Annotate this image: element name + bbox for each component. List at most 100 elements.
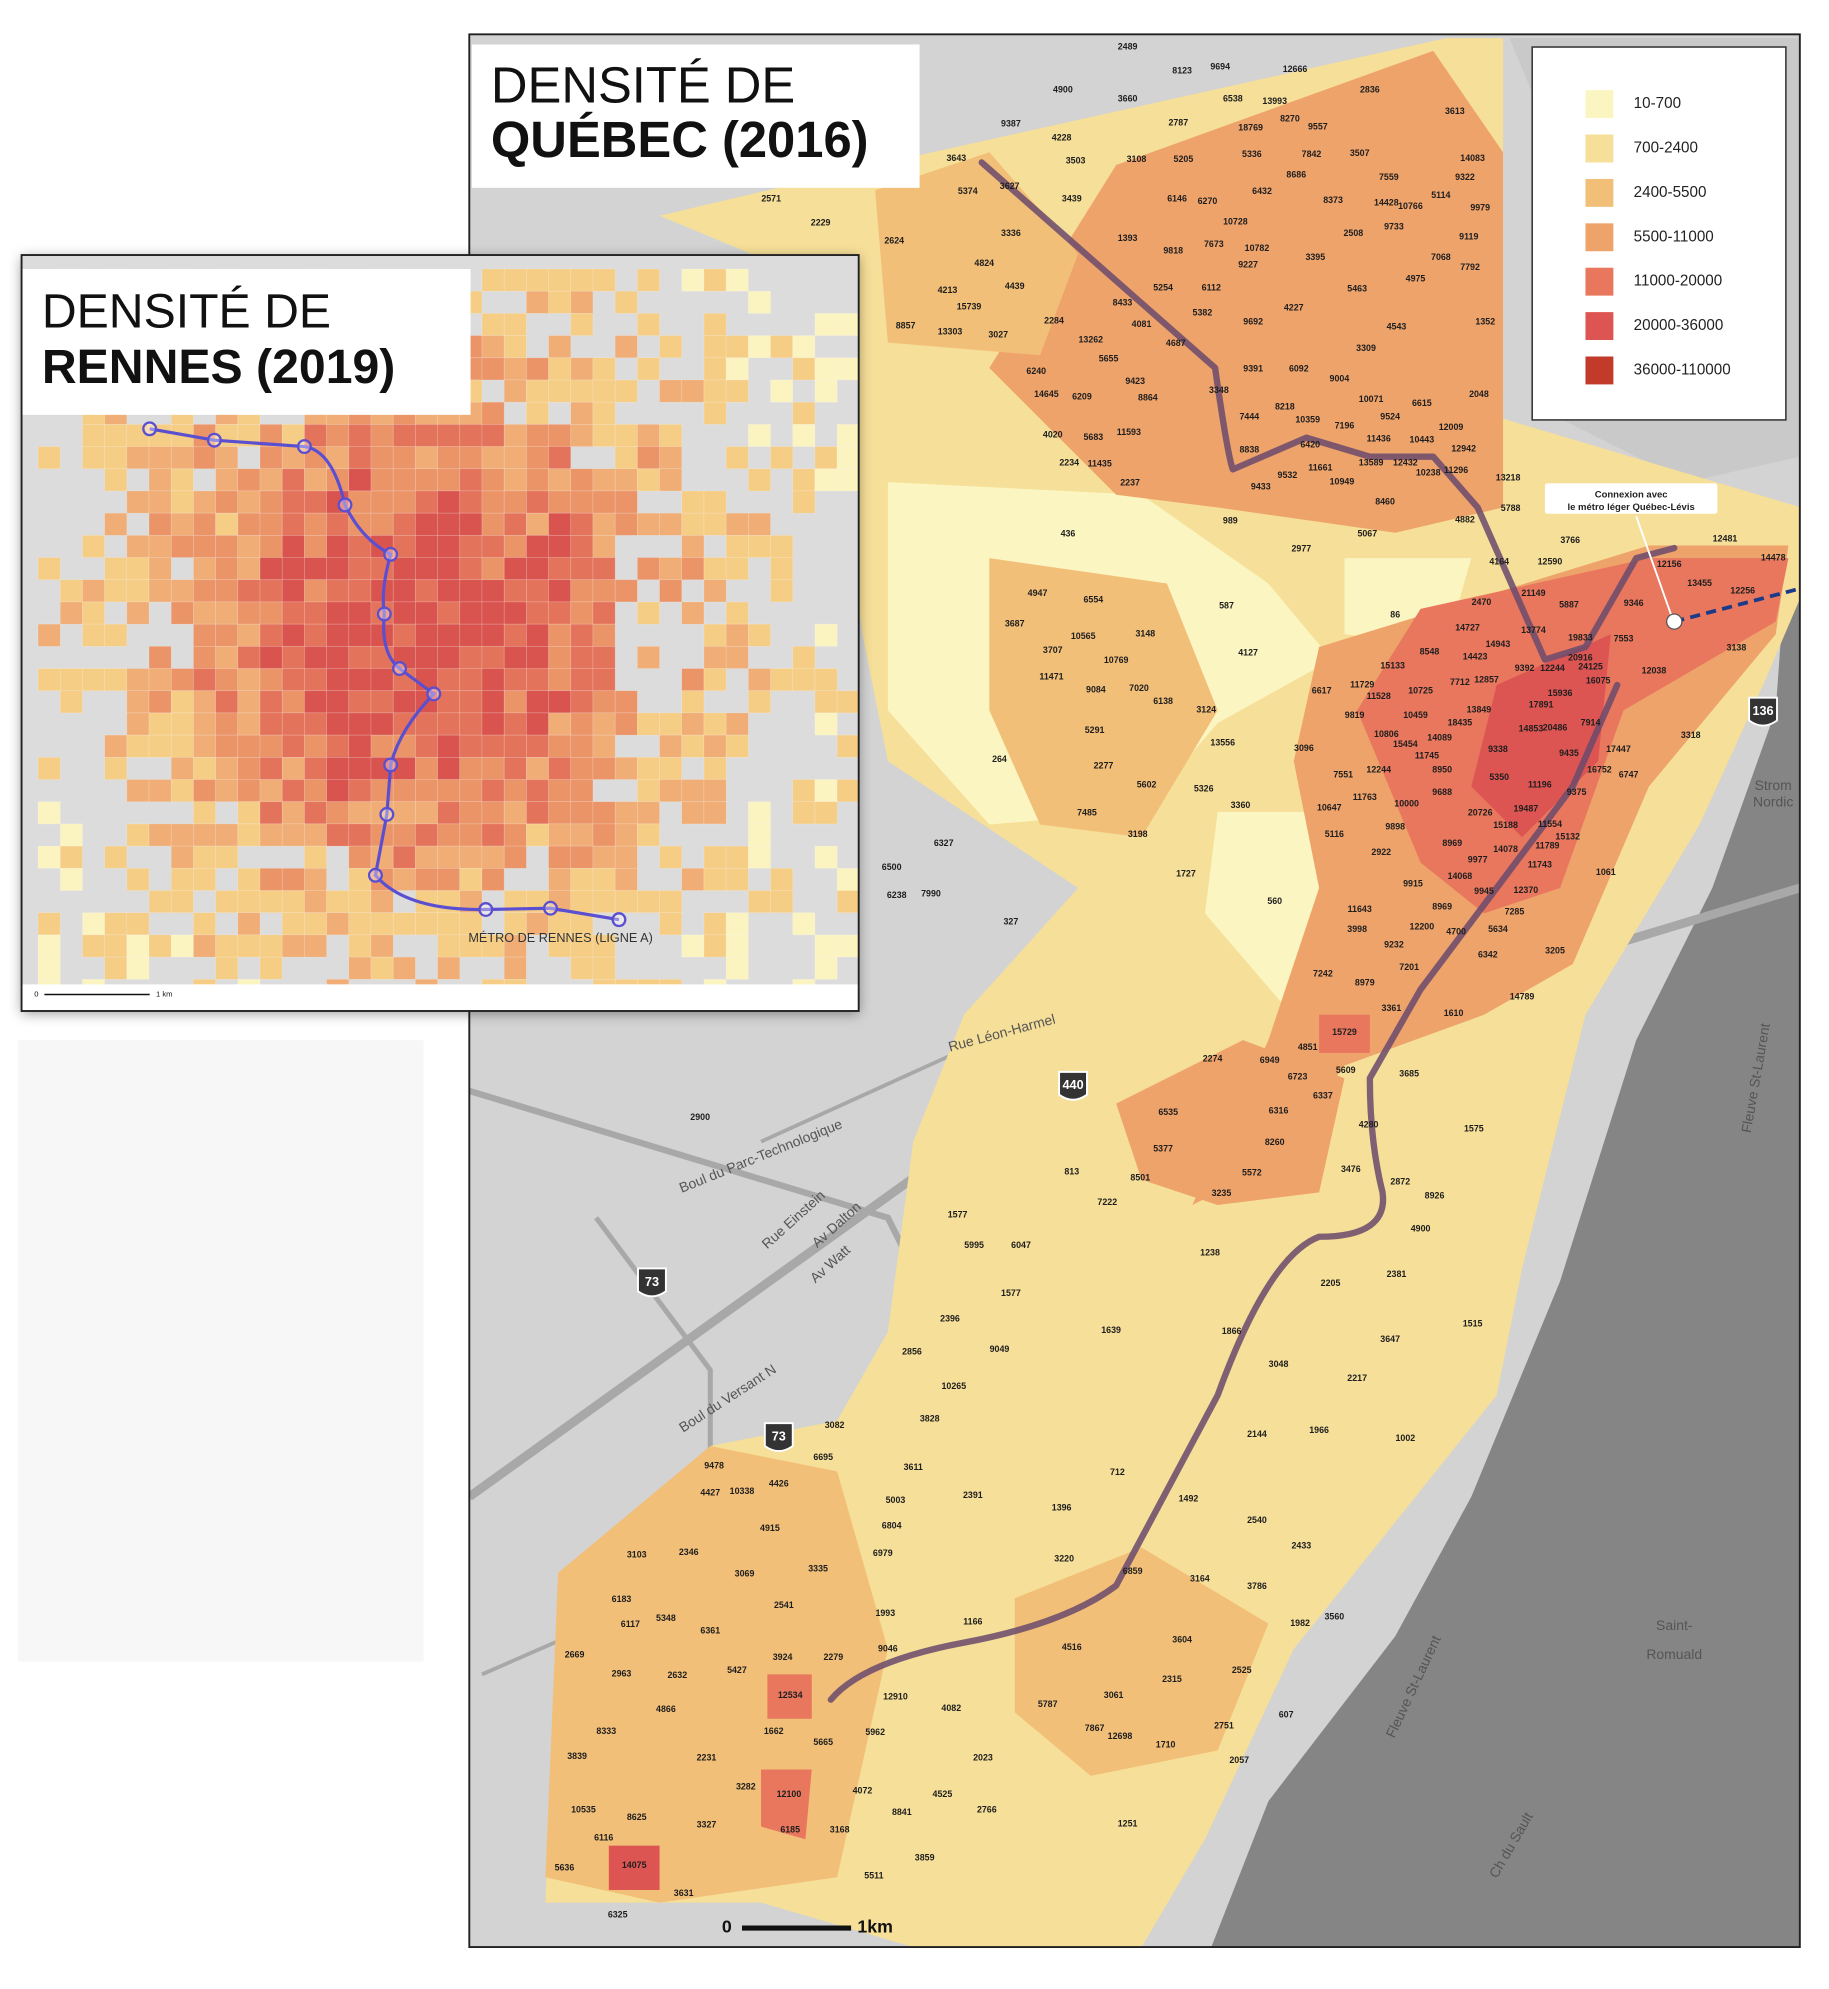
- density-label: 6617: [1312, 686, 1332, 696]
- density-cell: [259, 668, 283, 692]
- density-cell: [703, 379, 727, 403]
- density-cell: [592, 890, 616, 914]
- density-label: 2277: [1094, 761, 1114, 771]
- density-cell: [548, 867, 572, 891]
- metro-station: [206, 432, 222, 448]
- density-cell: [215, 823, 239, 847]
- density-cell: [703, 912, 727, 936]
- density-label: 13774: [1521, 625, 1546, 635]
- density-label: 3828: [920, 1414, 940, 1424]
- density-label: 3604: [1172, 1634, 1192, 1644]
- density-cell: [614, 379, 638, 403]
- density-label: 2470: [1472, 597, 1492, 607]
- density-label: 2669: [565, 1650, 585, 1660]
- density-cell: [215, 601, 239, 625]
- density-cell: [370, 623, 394, 647]
- density-label: 7842: [1302, 149, 1322, 159]
- density-label: 8926: [1425, 1191, 1445, 1201]
- density-cell: [370, 424, 394, 447]
- density-label: 6112: [1202, 282, 1221, 292]
- density-cell: [681, 668, 705, 692]
- density-label: 10647: [1317, 802, 1342, 812]
- zone: [989, 50, 1504, 533]
- density-label: 7068: [1431, 252, 1451, 262]
- density-cell: [437, 712, 461, 736]
- density-label: 2489: [1118, 41, 1138, 51]
- density-cell: [326, 601, 350, 625]
- density-cell: [281, 890, 305, 914]
- density-cell: [104, 934, 128, 958]
- density-label: 15132: [1555, 832, 1580, 842]
- density-cell: [725, 512, 749, 536]
- density-label: 3048: [1269, 1359, 1289, 1369]
- density-cell: [193, 557, 216, 581]
- density-label: 3660: [1118, 93, 1138, 103]
- density-cell: [526, 801, 549, 825]
- density-label: 9049: [990, 1344, 1010, 1354]
- density-label: 4426: [769, 1478, 789, 1488]
- density-cell: [415, 490, 438, 514]
- density-cell: [415, 867, 438, 891]
- density-cell: [304, 934, 327, 958]
- density-cell: [592, 490, 616, 514]
- density-cell: [437, 734, 461, 758]
- title-line2: QUÉBEC (2016): [491, 111, 869, 168]
- density-cell: [437, 823, 461, 847]
- density-label: 11789: [1535, 840, 1559, 850]
- density-label: 14478: [1761, 553, 1786, 563]
- density-label: 5636: [555, 1863, 575, 1873]
- density-cell: [614, 424, 638, 447]
- density-cell: [126, 912, 150, 936]
- density-label: 12534: [778, 1690, 803, 1700]
- street-label: Nordic: [1753, 794, 1793, 810]
- density-cell: [304, 557, 327, 581]
- density-cell: [59, 690, 83, 714]
- density-label: 5116: [1325, 829, 1344, 839]
- density-cell: [170, 934, 194, 958]
- density-cell: [748, 823, 771, 847]
- metro-station: [383, 757, 399, 773]
- density-cell: [659, 845, 683, 869]
- density-cell: [659, 756, 683, 780]
- density-label: 5511: [864, 1870, 883, 1880]
- density-cell: [259, 779, 283, 803]
- density-label: 5291: [1085, 725, 1105, 735]
- density-cell: [503, 512, 527, 536]
- legend-swatch: [1585, 267, 1614, 296]
- density-cell: [304, 912, 327, 936]
- density-cell: [304, 712, 327, 736]
- metro-station: [426, 686, 442, 702]
- density-cell: [548, 490, 572, 514]
- density-cell: [703, 557, 727, 581]
- density-label: 6342: [1478, 950, 1498, 960]
- density-cell: [481, 335, 505, 359]
- density-cell: [326, 557, 350, 581]
- density-label: 1982: [1290, 1618, 1310, 1628]
- density-cell: [437, 756, 461, 780]
- rennes-frame: [20, 254, 860, 1012]
- density-label: 3924: [773, 1652, 793, 1662]
- density-label: 1393: [1118, 233, 1138, 243]
- levis-link: [1673, 586, 1800, 624]
- density-label: 5067: [1357, 528, 1377, 538]
- density-label: 2540: [1247, 1515, 1267, 1525]
- density-label: 3061: [1104, 1690, 1124, 1700]
- density-label: 7673: [1204, 239, 1224, 249]
- density-cell: [126, 601, 150, 625]
- density-cell: [348, 690, 372, 714]
- density-cell: [592, 601, 616, 625]
- road-shield: [637, 1267, 667, 1298]
- road-shield: [763, 1422, 794, 1453]
- metro-label: MÉTRO DE RENNES (LIGNE A): [468, 930, 652, 945]
- density-label: 13455: [1687, 578, 1712, 588]
- density-label: 8841: [892, 1807, 912, 1817]
- density-cell: [415, 912, 438, 936]
- density-cell: [193, 912, 216, 936]
- density-cell: [548, 734, 572, 758]
- density-cell: [570, 490, 594, 514]
- density-cell: [193, 601, 216, 625]
- density-cell: [148, 557, 172, 581]
- title-line1: DENSITÉ DE: [42, 284, 331, 338]
- density-cell: [348, 557, 372, 581]
